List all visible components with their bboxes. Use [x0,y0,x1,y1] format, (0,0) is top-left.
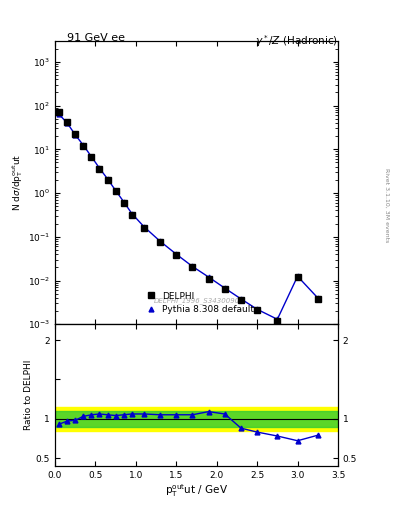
DELPHI [174,252,179,258]
Text: DELPHI_1996_S3430090: DELPHI_1996_S3430090 [153,297,240,305]
Line: Pythia 8.308 default: Pythia 8.308 default [57,112,320,322]
DELPHI [105,177,110,183]
DELPHI [158,239,162,245]
Y-axis label: N d$\sigma$/dp$^{\rm out}_{\rm T}$ut: N d$\sigma$/dp$^{\rm out}_{\rm T}$ut [10,154,25,211]
Pythia 8.308 default [81,142,86,148]
Pythia 8.308 default [316,295,320,301]
DELPHI [316,296,320,302]
DELPHI [206,275,211,282]
Legend: DELPHI, Pythia 8.308 default: DELPHI, Pythia 8.308 default [144,291,255,314]
Pythia 8.308 default [206,274,211,280]
DELPHI [141,225,146,231]
Bar [55,407,338,431]
Pythia 8.308 default [89,154,94,160]
Pythia 8.308 default [190,263,195,269]
Pythia 8.308 default [121,199,126,205]
DELPHI [239,297,243,303]
Pythia 8.308 default [222,285,227,291]
DELPHI [295,274,300,280]
Pythia 8.308 default [255,306,259,312]
Pythia 8.308 default [174,251,179,257]
DELPHI [255,307,259,313]
DELPHI [275,318,280,324]
X-axis label: p$^{\rm out}_{\rm T}$ut / GeV: p$^{\rm out}_{\rm T}$ut / GeV [165,482,228,499]
Bar [55,411,338,426]
Line: DELPHI: DELPHI [56,109,321,324]
Pythia 8.308 default [158,238,162,244]
Pythia 8.308 default [239,296,243,302]
Pythia 8.308 default [295,273,300,280]
DELPHI [57,109,61,115]
Pythia 8.308 default [141,224,146,230]
DELPHI [97,166,102,173]
Pythia 8.308 default [57,111,61,117]
DELPHI [129,211,134,218]
DELPHI [222,286,227,292]
Text: $\gamma^*/Z$ (Hadronic): $\gamma^*/Z$ (Hadronic) [255,33,338,49]
Pythia 8.308 default [105,176,110,182]
DELPHI [113,188,118,195]
Pythia 8.308 default [73,132,77,138]
DELPHI [190,264,195,270]
DELPHI [65,119,70,125]
Pythia 8.308 default [113,187,118,194]
Pythia 8.308 default [65,120,70,126]
Pythia 8.308 default [129,210,134,217]
Text: Rivet 3.1.10, 3M events: Rivet 3.1.10, 3M events [385,167,389,242]
Pythia 8.308 default [275,316,280,323]
DELPHI [81,143,86,149]
Pythia 8.308 default [97,165,102,172]
DELPHI [89,155,94,161]
DELPHI [121,200,126,206]
Y-axis label: Ratio to DELPHI: Ratio to DELPHI [24,360,33,430]
DELPHI [73,131,77,137]
Text: 91 GeV ee: 91 GeV ee [67,33,125,44]
